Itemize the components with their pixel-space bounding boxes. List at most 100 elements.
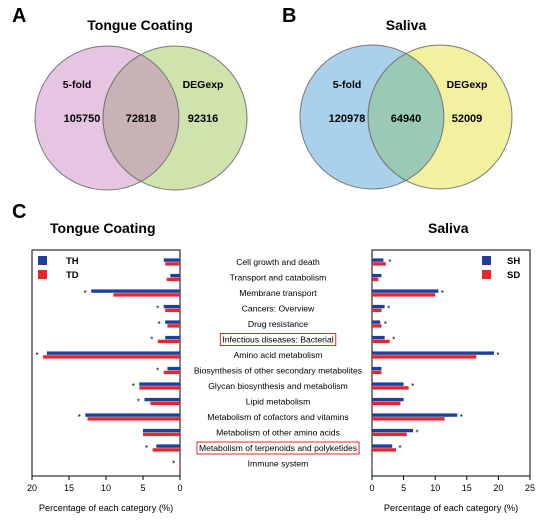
category-label-metabolism-of-cofactors-and-vitamins: Metabolism of cofactors and vitamins: [207, 412, 348, 422]
venn-a-right-count: 92316: [188, 113, 219, 125]
bar-td-cell-growth-and-death: [165, 262, 180, 266]
significance-marker-left: *: [132, 382, 135, 391]
chart-tongue-coating: 20 15 10 5 0 Percentage of each category (%) *…: [27, 249, 183, 513]
bar-sd-glycan-biosynthesis-and-metabolism: [372, 386, 409, 390]
significance-marker-left: *: [36, 351, 39, 360]
category-label-biosynthesis-of-other-secondary-metabolites: Biosynthesis of other secondary metaboli…: [194, 366, 362, 376]
significance-marker-left: *: [150, 336, 153, 345]
venn-b: 5-fold DEGexp 120978 64940 52009: [299, 44, 513, 190]
bar-sd-membrane-transport: [372, 293, 436, 297]
x-tick-label-left: 5: [140, 483, 145, 493]
venn-a-title: Tongue Coating: [87, 17, 193, 33]
significance-marker-left: *: [172, 460, 175, 469]
venn-b-overlap: [367, 53, 445, 181]
legend-label-sd: SD: [507, 270, 520, 281]
significance-marker-left: *: [145, 444, 148, 453]
x-tick-label-right: 0: [369, 483, 374, 493]
bar-th-cell-growth-and-death: [163, 258, 180, 262]
category-label-membrane-transport: Membrane transport: [239, 288, 317, 298]
x-tick-label-left: 15: [64, 483, 74, 493]
venn-a-left-label: 5-fold: [63, 79, 92, 91]
bar-sd-cancers-overview: [372, 308, 382, 313]
panel-letter-a: A: [12, 5, 26, 27]
x-tick-label-left: 0: [177, 483, 182, 493]
bar-sh-amino-acid-metabolism: [372, 351, 494, 355]
venn-a-right-label: DEGexp: [183, 79, 224, 91]
x-tick-label-right: 15: [462, 483, 472, 493]
venn-b-left-label: 5-fold: [333, 79, 362, 91]
venn-b-left-count: 120978: [329, 113, 366, 125]
category-label-glycan-biosynthesis-and-metabolism: Glycan biosynthesis and metabolism: [208, 381, 347, 391]
venn-b-right-label: DEGexp: [447, 79, 488, 91]
highlight-box: [196, 441, 360, 455]
legend-label-sh: SH: [507, 256, 520, 267]
panel-letter-b: B: [282, 5, 296, 27]
venn-a-overlap: [102, 54, 180, 182]
x-tick-label-right: 5: [401, 483, 406, 493]
significance-marker-right: *: [384, 320, 387, 329]
x-axis-label-right: Percentage of each category (%): [384, 503, 518, 513]
x-tick-label-left: 20: [27, 483, 37, 493]
significance-marker-right: *: [416, 429, 419, 438]
x-tick-label-right: 20: [493, 483, 503, 493]
significance-marker-left: *: [78, 413, 81, 422]
category-label-metabolism-of-terpenoids-and-polyketides: Metabolism of terpenoids and polyketides: [199, 443, 357, 453]
legend-swatch-sh: [482, 256, 491, 265]
bar-td-transport-and-catabolism: [166, 277, 180, 282]
legend-swatch-td: [38, 270, 47, 279]
bar-th-metabolism-of-cofactors-and-vitamins: [85, 413, 180, 417]
bar-sh-infectious-diseases-bacterial: [372, 335, 385, 340]
bar-sd-lipid-metabolism: [372, 401, 401, 406]
bar-sd-immune-system: [372, 463, 373, 468]
category-label-cell-growth-and-death: Cell growth and death: [236, 257, 320, 267]
bar-sd-biosynthesis-of-other-secondary-metabolites: [372, 370, 382, 375]
chart-right-frame: [371, 249, 531, 477]
bar-sh-lipid-metabolism: [372, 397, 404, 402]
significance-marker-right: *: [398, 444, 401, 453]
significance-marker-left: *: [158, 320, 161, 329]
bar-sd-infectious-diseases-bacterial: [372, 339, 390, 344]
significance-marker-right: *: [411, 382, 414, 391]
bar-td-amino-acid-metabolism: [43, 355, 180, 359]
bar-sh-cancers-overview: [372, 304, 385, 309]
bar-sh-metabolism-of-terpenoids-and-polyketides: [372, 444, 393, 448]
legend-swatch-sd: [482, 270, 491, 279]
category-label-metabolism-of-other-amino-acids: Metabolism of other amino acids: [216, 428, 340, 438]
legend-label-th: TH: [66, 256, 79, 267]
bar-td-biosynthesis-of-other-secondary-metabolites: [163, 370, 180, 375]
bar-sh-cell-growth-and-death: [372, 258, 384, 262]
bar-th-biosynthesis-of-other-secondary-metabolites: [167, 366, 180, 371]
bar-td-immune-system: [179, 463, 180, 468]
bar-th-metabolism-of-other-amino-acids: [143, 428, 180, 433]
chart-left-title: Tongue Coating: [50, 220, 156, 236]
category-label-drug-resistance: Drug resistance: [248, 319, 308, 329]
bar-sd-drug-resistance: [372, 324, 382, 328]
venn-b-right-count: 52009: [452, 113, 483, 125]
significance-marker-right: *: [441, 289, 444, 298]
bar-td-metabolism-of-terpenoids-and-polyketides: [152, 448, 180, 452]
panel-letter-c: C: [12, 201, 26, 223]
significance-marker-right: *: [392, 336, 395, 345]
bar-sh-drug-resistance: [372, 320, 381, 324]
bar-sd-metabolism-of-cofactors-and-vitamins: [372, 417, 445, 421]
bar-td-infectious-diseases-bacterial: [157, 339, 180, 344]
bar-sh-immune-system: [372, 459, 373, 464]
bar-td-drug-resistance: [167, 324, 180, 328]
bar-sh-glycan-biosynthesis-and-metabolism: [372, 382, 404, 386]
category-label-immune-system: Immune system: [248, 459, 309, 469]
bar-th-immune-system: [179, 459, 180, 464]
chart-saliva: 0 5 10 15 20 25 Percentage of each category (%…: [369, 249, 535, 513]
chart-right-title: Saliva: [428, 220, 469, 236]
bar-td-membrane-transport: [113, 293, 180, 297]
bar-th-membrane-transport: [91, 289, 180, 293]
bar-sd-transport-and-catabolism: [372, 277, 379, 282]
x-tick-label-left: 10: [101, 483, 111, 493]
significance-marker-right: *: [460, 413, 463, 422]
bar-th-cancers-overview: [163, 304, 180, 309]
category-label-lipid-metabolism: Lipid metabolism: [246, 397, 310, 407]
bar-sh-metabolism-of-cofactors-and-vitamins: [372, 413, 458, 417]
category-label-amino-acid-metabolism: Amino acid metabolism: [234, 350, 323, 360]
bar-td-metabolism-of-cofactors-and-vitamins: [87, 417, 180, 421]
highlight-box: [219, 333, 337, 346]
